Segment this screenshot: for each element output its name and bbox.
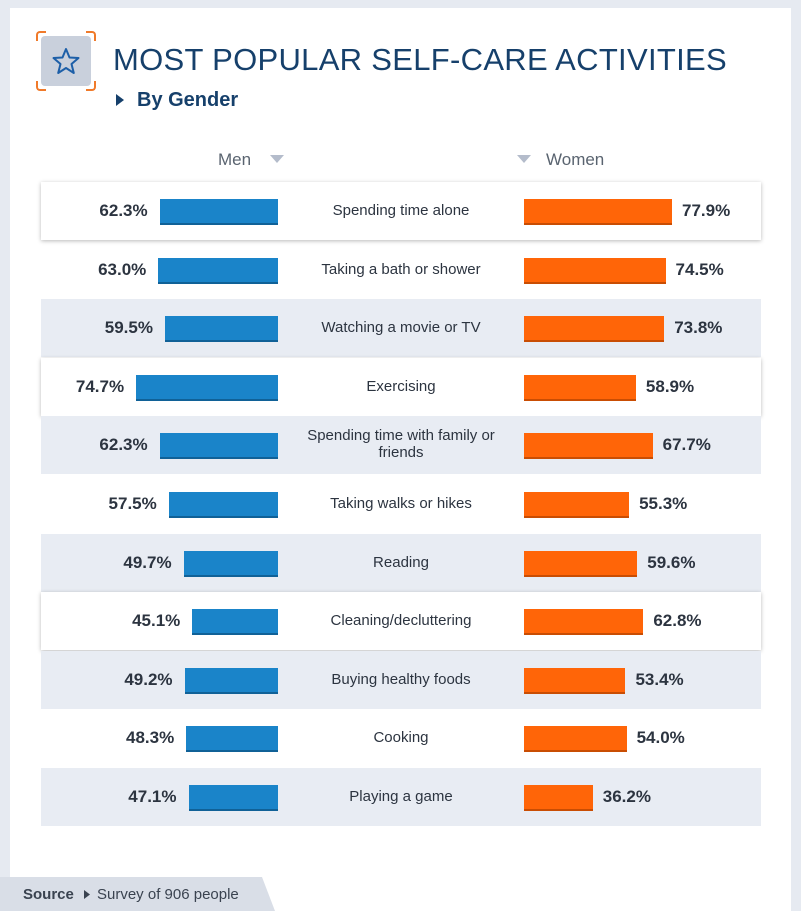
men-value-label: 62.3% (99, 435, 148, 454)
women-bar (524, 668, 626, 692)
men-bar (184, 668, 278, 692)
caret-down-icon (270, 155, 284, 163)
women-bar (524, 433, 653, 457)
star-icon (52, 48, 80, 74)
men-bar (183, 551, 278, 575)
page-subtitle: By Gender (137, 89, 239, 111)
caret-down-icon (517, 155, 531, 163)
men-bar (158, 258, 278, 282)
women-value-label: 74.5% (675, 260, 724, 279)
men-bar (188, 785, 278, 809)
men-bar (159, 433, 278, 457)
men-bar (192, 609, 278, 633)
men-value-label: 49.7% (123, 553, 172, 572)
category-label: Playing a game (349, 787, 453, 805)
chart-row (41, 651, 761, 709)
source-label: Source (23, 886, 74, 903)
women-value-label: 36.2% (602, 787, 651, 806)
women-value-label: 77.9% (682, 201, 731, 220)
women-column-header: Women (546, 150, 605, 169)
source-tab (0, 877, 275, 911)
women-value-label: 73.8% (674, 318, 723, 337)
men-column-header: Men (218, 150, 252, 169)
chart-row (41, 768, 761, 826)
play-arrow-icon (116, 94, 124, 106)
play-arrow-icon (84, 890, 90, 899)
men-bar (186, 726, 278, 750)
women-bar (524, 316, 665, 340)
women-bar (524, 551, 638, 575)
corner-bracket (86, 31, 96, 41)
women-bar (524, 258, 666, 282)
category-label: Taking a bath or shower (321, 260, 481, 278)
men-bar (164, 316, 278, 340)
women-bar (524, 609, 644, 633)
women-bar (524, 492, 630, 516)
category-label: Spending time with family or friends (307, 427, 495, 461)
women-value-label: 62.8% (653, 611, 702, 630)
corner-bracket (36, 31, 46, 41)
category-label: Reading (373, 553, 429, 571)
men-value-label: 48.3% (126, 728, 175, 747)
category-label: Cooking (373, 728, 429, 746)
women-value-label: 58.9% (645, 377, 695, 396)
women-bar (524, 199, 672, 223)
women-value-label: 67.7% (662, 435, 711, 454)
women-value-label: 54.0% (636, 728, 685, 747)
category-label: Taking walks or hikes (330, 494, 472, 512)
category-label: Exercising (366, 377, 436, 395)
men-value-label: 49.2% (124, 670, 173, 689)
corner-bracket (36, 81, 46, 91)
men-bar (136, 375, 278, 399)
women-bar (524, 726, 627, 750)
women-bar (524, 785, 593, 809)
men-value-label: 57.5% (108, 494, 157, 513)
men-value-label: 59.5% (104, 318, 153, 337)
women-value-label: 53.4% (635, 670, 684, 689)
header-badge (36, 31, 96, 91)
source-text: Survey of 906 people (97, 886, 239, 903)
category-label: Buying healthy foods (331, 670, 471, 688)
page-title: MOST POPULAR SELF-CARE ACTIVITIES (113, 42, 727, 77)
corner-bracket (86, 81, 96, 91)
men-value-label: 45.1% (132, 611, 181, 630)
women-bar (524, 375, 636, 399)
women-value-label: 59.6% (647, 553, 696, 572)
men-bar (168, 492, 278, 516)
women-value-label: 55.3% (639, 494, 688, 513)
category-label: Spending time alone (332, 201, 470, 219)
category-label: Watching a movie or TV (321, 318, 481, 336)
men-value-label: 47.1% (128, 787, 177, 806)
men-bar (159, 199, 278, 223)
men-value-label: 63.0% (98, 260, 147, 279)
category-label: Cleaning/decluttering (330, 611, 472, 629)
chart-row (41, 534, 761, 592)
men-value-label: 74.7% (75, 377, 125, 396)
men-value-label: 62.3% (99, 201, 148, 220)
